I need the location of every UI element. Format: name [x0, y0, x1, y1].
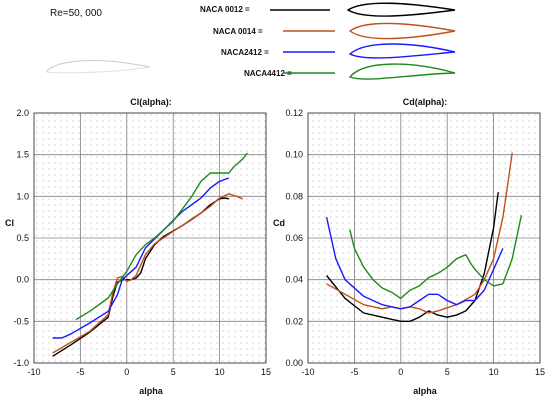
y-tick-label: 0.06 — [285, 233, 303, 243]
y-tick-label: 0.08 — [285, 191, 303, 201]
airfoil-icon — [348, 22, 456, 40]
legend-label: NACA4412 = — [244, 69, 292, 78]
airfoil-icon — [346, 2, 456, 17]
x-tick-label: 5 — [445, 367, 450, 377]
x-axis-label: alpha — [413, 386, 438, 396]
chart-title: Cl(alpha): — [130, 97, 172, 107]
series-line-naca0014 — [326, 152, 513, 314]
plot-frame — [33, 112, 267, 364]
series-line-naca0012 — [326, 192, 499, 322]
x-tick-label: 10 — [489, 367, 499, 377]
series-line-naca4412 — [75, 152, 248, 321]
x-tick-label: -5 — [76, 367, 84, 377]
legend-item-naca2412: NACA2412 = — [221, 43, 456, 59]
airfoil-icon — [348, 43, 456, 59]
legend-label: NACA 0014 = — [213, 27, 263, 36]
y-tick-label: 0.02 — [285, 316, 303, 326]
x-tick-label: 10 — [215, 367, 225, 377]
y-tick-label: -1.0 — [13, 358, 29, 368]
y-tick-label: -0.5 — [13, 316, 29, 326]
y-tick-label: 0.04 — [285, 275, 303, 285]
x-tick-label: -10 — [301, 367, 314, 377]
legend-item-naca0012: NACA 0012 = — [200, 2, 456, 17]
y-tick-label: 2.0 — [16, 108, 29, 118]
plot-frame — [307, 112, 541, 364]
legend-item-naca4412: NACA4412 = — [244, 63, 456, 80]
y-tick-label: 0.00 — [285, 358, 303, 368]
cd-chart: Cd(alpha): Cd alpha -10 -5 0 5 10 15 0.00 0.02 0… — [273, 97, 545, 396]
series-line-naca2412 — [325, 217, 504, 310]
cl-chart: Cl(alpha): Cl alpha -10 -5 0 5 10 15 -1.0 -0.5 0… — [5, 97, 271, 396]
x-tick-label: 5 — [171, 367, 176, 377]
legend: NACA 0012 = NACA 0014 = NACA2412 = NACA4… — [200, 2, 456, 80]
legend-label: NACA2412 = — [221, 48, 269, 57]
series-line-naca2412 — [52, 177, 230, 339]
x-tick-label: 0 — [398, 367, 403, 377]
y-tick-label: 1.0 — [16, 191, 29, 201]
y-tick-label: 0.10 — [285, 150, 303, 160]
y-tick-label: 0.0 — [16, 275, 29, 285]
series-line-naca4412 — [349, 214, 523, 300]
airfoil-icon — [348, 63, 456, 80]
faint-airfoil-sketch — [45, 60, 151, 74]
y-axis-label: Cl — [5, 218, 14, 228]
legend-item-naca0014: NACA 0014 = — [213, 22, 456, 40]
x-tick-label: -10 — [27, 367, 40, 377]
x-tick-label: 15 — [261, 367, 271, 377]
x-tick-label: 0 — [124, 367, 129, 377]
reynolds-label: Re=50, 000 — [50, 8, 102, 19]
chart-title: Cd(alpha): — [403, 97, 448, 107]
y-tick-label: 0.12 — [285, 108, 303, 118]
series-line-naca0014 — [52, 193, 244, 354]
legend-label: NACA 0012 = — [200, 5, 250, 14]
y-tick-label: 0.5 — [16, 233, 29, 243]
x-tick-label: -5 — [350, 367, 358, 377]
y-axis-label: Cd — [273, 218, 285, 228]
x-axis-label: alpha — [139, 386, 164, 396]
x-tick-label: 15 — [535, 367, 545, 377]
y-tick-label: 1.5 — [16, 150, 29, 160]
